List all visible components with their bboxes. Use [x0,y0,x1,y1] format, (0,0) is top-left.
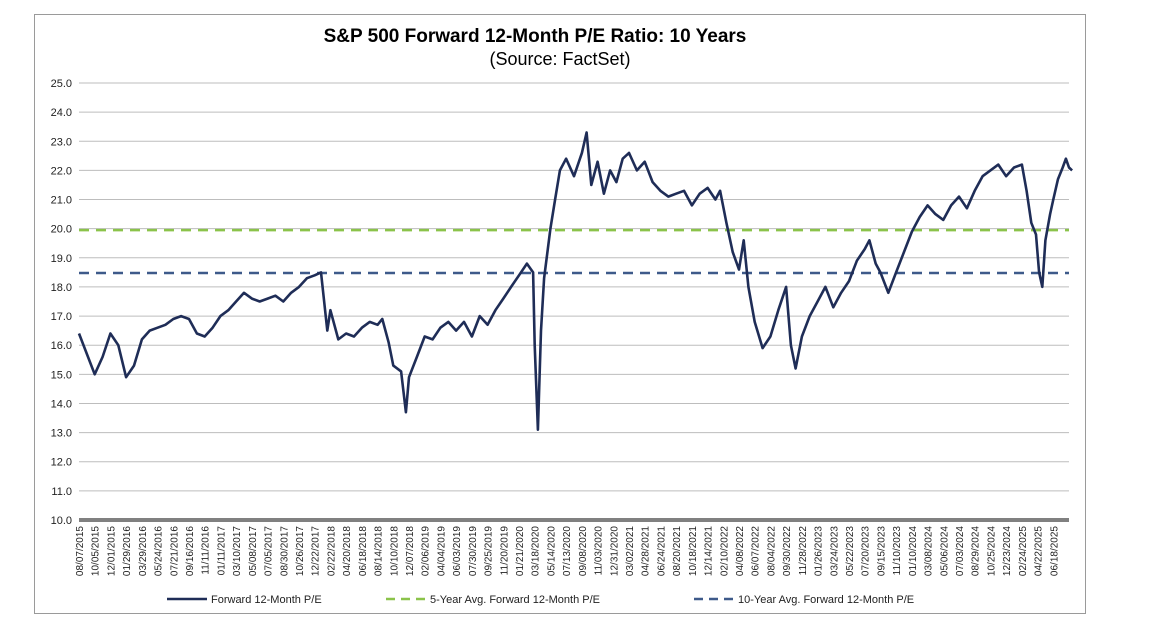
x-tick-label: 09/30/2022 [782,526,793,576]
x-tick-label: 06/18/2025 [1049,526,1060,576]
y-tick-label: 18.0 [51,282,72,294]
x-tick-label: 04/28/2021 [641,526,652,576]
x-tick-label: 07/03/2024 [955,526,966,576]
x-tick-label: 01/10/2024 [908,526,919,576]
x-tick-label: 11/03/2020 [594,526,605,576]
legend-label: Forward 12-Month P/E [211,594,322,606]
x-tick-label: 03/10/2017 [232,526,243,576]
y-tick-label: 13.0 [51,428,72,440]
x-tick-label: 08/04/2022 [766,526,777,576]
y-tick-label: 21.0 [51,195,72,207]
forward-pe-series-line [77,131,1073,431]
x-tick-label: 02/22/2018 [326,526,337,576]
x-tick-label: 10/10/2018 [389,526,400,576]
series-layer [77,131,1073,431]
x-tick-label: 11/10/2023 [892,526,903,576]
y-tick-label: 14.0 [51,398,72,410]
x-tick-label: 09/25/2019 [484,526,495,576]
y-tick-label: 11.0 [51,486,72,498]
x-tick-label: 05/06/2024 [939,526,950,576]
x-tick-label: 03/29/2016 [138,526,149,576]
x-tick-label: 02/10/2022 [719,526,730,576]
chart-subtitle: (Source: FactSet) [489,49,630,69]
y-tick-label: 15.0 [51,369,72,381]
x-tick-label: 06/18/2018 [358,526,369,576]
x-tick-label: 12/07/2018 [405,526,416,576]
x-tick-label: 04/22/2025 [1034,526,1045,576]
reference-lines [79,228,1069,275]
x-tick-label: 03/08/2024 [924,526,935,576]
x-tick-label: 08/30/2017 [279,526,290,576]
y-tick-label: 20.0 [51,224,72,236]
x-tick-label: 12/01/2015 [106,526,117,576]
x-tick-label: 03/24/2023 [829,526,840,576]
y-tick-label: 25.0 [51,78,72,90]
x-tick-label: 01/29/2016 [122,526,133,576]
x-tick-label: 06/24/2021 [656,526,667,576]
legend-label: 5-Year Avg. Forward 12-Month P/E [430,594,600,606]
x-tick-label: 11/11/2016 [201,526,212,575]
x-tick-label: 09/15/2023 [876,526,887,576]
x-tick-label: 12/23/2024 [1002,526,1013,576]
x-tick-label: 05/22/2023 [845,526,856,576]
x-tick-label: 06/03/2019 [452,526,463,576]
gridlines [79,82,1069,492]
x-tick-label: 04/20/2018 [342,526,353,576]
x-tick-label: 04/08/2022 [735,526,746,576]
chart-title: S&P 500 Forward 12-Month P/E Ratio: 10 Y… [324,26,747,47]
x-tick-label: 03/18/2020 [531,526,542,576]
y-tick-label: 19.0 [51,253,72,265]
x-tick-label: 07/21/2016 [169,526,180,576]
x-tick-label: 05/24/2016 [154,526,165,576]
x-tick-label: 02/06/2019 [421,526,432,576]
x-tick-label: 08/07/2015 [75,526,86,576]
x-tick-label: 07/05/2017 [264,526,275,576]
x-tick-label: 01/11/2017 [216,526,227,576]
chart-svg: S&P 500 Forward 12-Month P/E Ratio: 10 Y… [51,26,1073,606]
x-tick-label: 03/02/2021 [625,526,636,576]
x-tick-label: 08/29/2024 [971,526,982,576]
x-tick-label: 09/16/2016 [185,526,196,576]
legend: Forward 12-Month P/E 5-Year Avg. Forward … [167,594,914,606]
x-tick-label: 05/14/2020 [546,526,557,576]
x-tick-label: 08/14/2018 [374,526,385,576]
y-tick-label: 23.0 [51,136,72,148]
x-tick-label: 10/05/2015 [91,526,102,576]
x-tick-label: 10/26/2017 [295,526,306,576]
x-tick-label: 07/13/2020 [562,526,573,576]
x-tick-label: 07/20/2023 [861,526,872,576]
x-tick-label: 04/04/2019 [436,526,447,576]
x-tick-label: 08/20/2021 [672,526,683,576]
y-axis-ticks: 10.0 11.0 12.0 13.0 14.0 15.0 16.0 17.0 18.0 19.0… [51,78,72,527]
y-tick-label: 12.0 [51,457,72,469]
x-axis-ticks: 08/07/2015 10/05/2015 12/01/2015 01/29/2016… [75,526,1060,576]
x-tick-label: 10/25/2024 [986,526,997,576]
y-tick-label: 22.0 [51,165,72,177]
y-tick-label: 16.0 [51,340,72,352]
x-tick-label: 01/21/2020 [515,526,526,576]
x-tick-label: 11/20/2019 [499,526,510,576]
y-tick-label: 24.0 [51,107,72,119]
y-tick-label: 17.0 [51,311,72,323]
x-tick-label: 01/26/2023 [814,526,825,576]
x-tick-label: 06/07/2022 [751,526,762,576]
legend-label: 10-Year Avg. Forward 12-Month P/E [738,594,914,606]
x-tick-label: 12/31/2020 [609,526,620,576]
x-tick-label: 02/24/2025 [1018,526,1029,576]
x-tick-label: 10/18/2021 [688,526,699,576]
x-tick-label: 05/08/2017 [248,526,259,576]
x-tick-label: 12/14/2021 [704,526,715,576]
y-tick-label: 10.0 [51,515,72,527]
x-tick-label: 11/28/2022 [798,526,809,576]
x-tick-label: 12/22/2017 [311,526,322,576]
x-tick-label: 09/08/2020 [578,526,589,576]
x-tick-label: 07/30/2019 [468,526,479,576]
chart-frame: S&P 500 Forward 12-Month P/E Ratio: 10 Y… [34,14,1086,614]
